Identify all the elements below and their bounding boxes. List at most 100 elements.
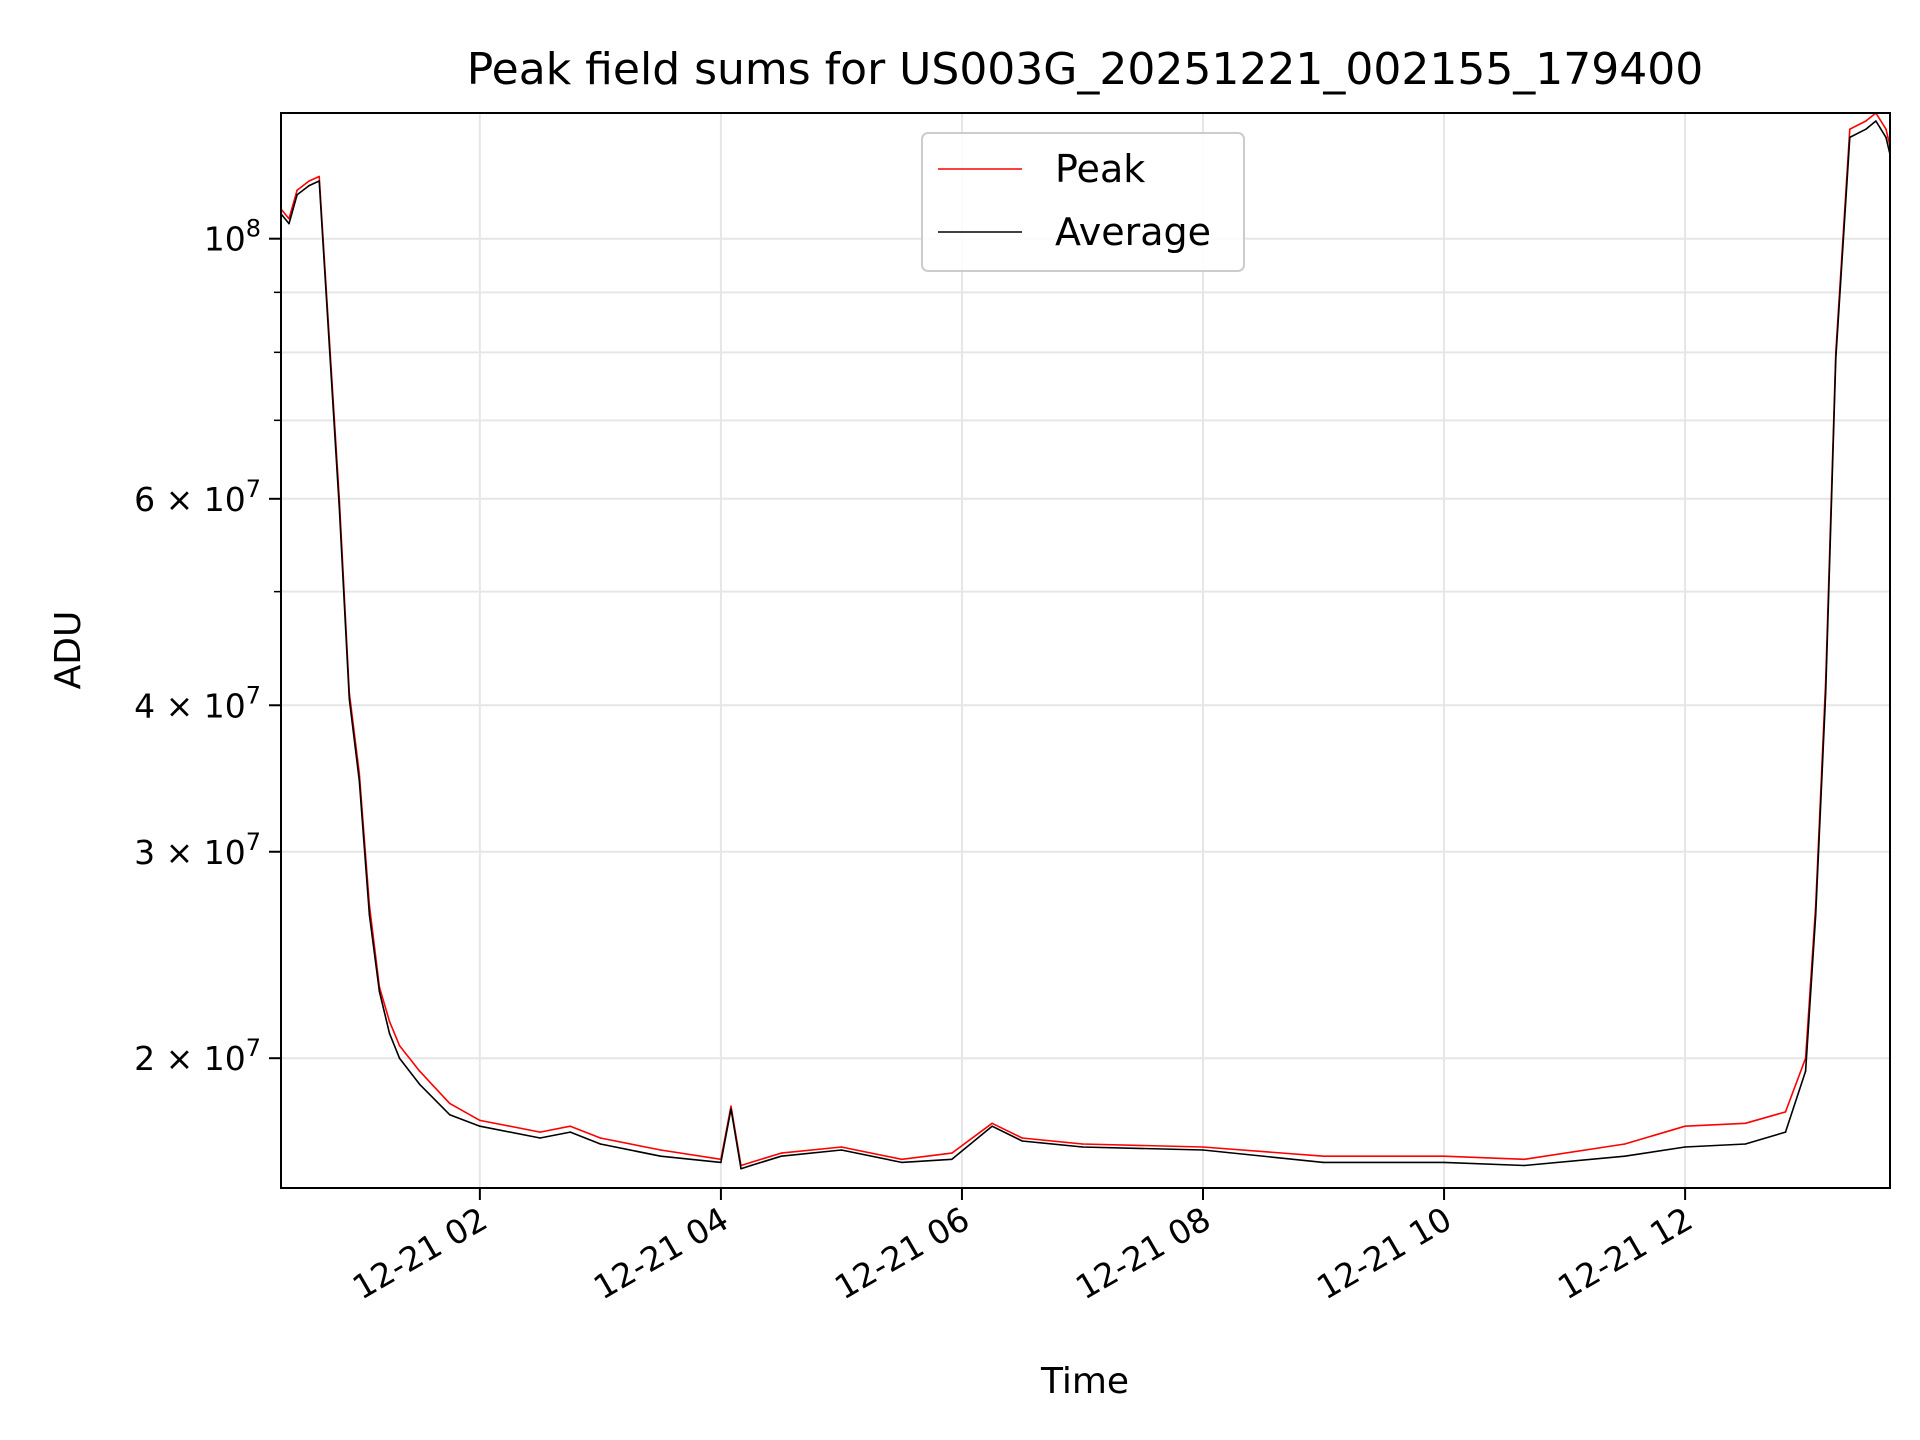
plot-frame <box>280 112 1891 1189</box>
series-layer <box>280 112 1891 1170</box>
data-point-average <box>288 222 290 225</box>
data-point-average <box>1081 1146 1084 1148</box>
data-point-average <box>1875 120 1877 122</box>
data-point-average <box>991 1125 993 1127</box>
y-tick-label-base: 6 × 10 <box>134 480 246 519</box>
legend-box <box>921 132 1245 272</box>
data-point-peak <box>1865 120 1867 122</box>
data-point-average <box>659 1155 662 1157</box>
data-point-average <box>1885 136 1887 139</box>
data-point-peak <box>1885 128 1887 130</box>
y-tick-label-exponent: 7 <box>246 828 261 856</box>
data-point-average <box>1865 128 1867 130</box>
data-point-average <box>1814 914 1817 916</box>
y-tick-label-base: 3 × 10 <box>134 833 246 872</box>
data-point-average <box>740 1167 742 1170</box>
legend: Peak Average <box>921 132 1245 272</box>
data-point-peak <box>730 1105 732 1107</box>
data-point-average <box>1443 1161 1445 1164</box>
data-point-peak <box>308 180 310 182</box>
data-point-peak <box>1744 1122 1747 1125</box>
data-point-peak <box>1081 1143 1084 1145</box>
y-tick-label: 108 <box>204 215 261 259</box>
data-point-average <box>318 180 321 182</box>
y-tick-label: 2 × 107 <box>134 1034 261 1078</box>
data-point-average <box>569 1131 572 1133</box>
data-point-peak <box>951 1152 953 1154</box>
y-tick-label: 6 × 107 <box>134 475 261 519</box>
data-point-peak <box>388 1020 391 1023</box>
data-point-average <box>1684 1146 1686 1148</box>
y-tick-label-base: 10 <box>204 220 246 259</box>
data-point-average <box>780 1155 782 1157</box>
data-point-average <box>1322 1161 1325 1164</box>
data-point-peak <box>599 1137 602 1139</box>
data-point-average <box>1202 1149 1204 1151</box>
data-point-peak <box>1322 1155 1325 1157</box>
data-point-peak <box>569 1125 572 1127</box>
y-tick-label-exponent: 8 <box>246 215 261 243</box>
data-point-peak <box>1849 128 1851 130</box>
data-point-peak <box>991 1122 993 1125</box>
data-point-average <box>1744 1143 1747 1145</box>
data-point-peak <box>318 175 321 178</box>
data-point-average <box>720 1161 722 1164</box>
data-point-peak <box>1684 1125 1686 1127</box>
data-point-average <box>900 1161 903 1164</box>
data-point-average <box>1824 691 1827 694</box>
legend-label-average: Average <box>1055 210 1211 254</box>
x-axis-label: Time <box>1040 1361 1129 1402</box>
data-point-average <box>1021 1140 1023 1142</box>
data-point-peak <box>288 217 290 220</box>
y-tick-label-exponent: 7 <box>246 681 261 709</box>
data-point-average <box>1624 1155 1626 1157</box>
data-point-peak <box>539 1131 541 1133</box>
data-point-average <box>388 1032 391 1035</box>
chart-title: Peak field sums for US003G_20251221_0021… <box>467 44 1704 95</box>
data-point-average <box>479 1125 481 1127</box>
data-point-peak <box>1624 1143 1626 1145</box>
data-point-average <box>1804 1070 1807 1072</box>
y-tick-label: 3 × 107 <box>134 828 261 872</box>
data-point-average <box>951 1158 953 1161</box>
data-point-peak <box>1523 1158 1526 1161</box>
y-axis-label: ADU <box>48 611 89 690</box>
data-point-average <box>358 779 361 782</box>
data-point-peak <box>479 1119 481 1122</box>
data-point-peak <box>1784 1111 1787 1113</box>
data-point-average <box>296 194 298 196</box>
data-point-peak <box>418 1070 421 1072</box>
y-tick-label-exponent: 7 <box>246 1034 261 1062</box>
data-point-peak <box>448 1102 451 1105</box>
data-point-average <box>418 1083 421 1086</box>
data-point-peak <box>750 1161 752 1164</box>
y-tick-label-base: 4 × 10 <box>134 686 246 725</box>
data-point-average <box>599 1143 602 1145</box>
data-point-average <box>539 1137 541 1139</box>
data-point-average <box>1784 1131 1787 1133</box>
data-point-average <box>398 1057 401 1059</box>
y-tick-label-exponent: 7 <box>246 475 261 503</box>
data-point-average <box>730 1108 732 1110</box>
data-point-average <box>368 914 371 916</box>
data-point-peak <box>840 1146 843 1148</box>
data-point-peak <box>900 1158 903 1161</box>
data-point-average <box>1835 357 1837 360</box>
data-point-peak <box>1021 1137 1023 1139</box>
data-point-average <box>378 990 381 993</box>
data-point-peak <box>780 1152 782 1154</box>
data-point-average <box>750 1164 752 1167</box>
data-point-average <box>338 506 341 509</box>
data-point-average <box>348 698 351 700</box>
data-point-peak <box>1202 1146 1204 1148</box>
data-point-average <box>840 1149 843 1151</box>
y-tick-label-base: 2 × 10 <box>134 1039 246 1078</box>
data-point-peak <box>398 1044 401 1047</box>
data-point-average <box>448 1113 451 1116</box>
data-point-peak <box>296 189 298 191</box>
data-point-average <box>308 184 310 187</box>
data-point-peak <box>659 1149 662 1151</box>
data-point-average <box>1523 1164 1526 1167</box>
